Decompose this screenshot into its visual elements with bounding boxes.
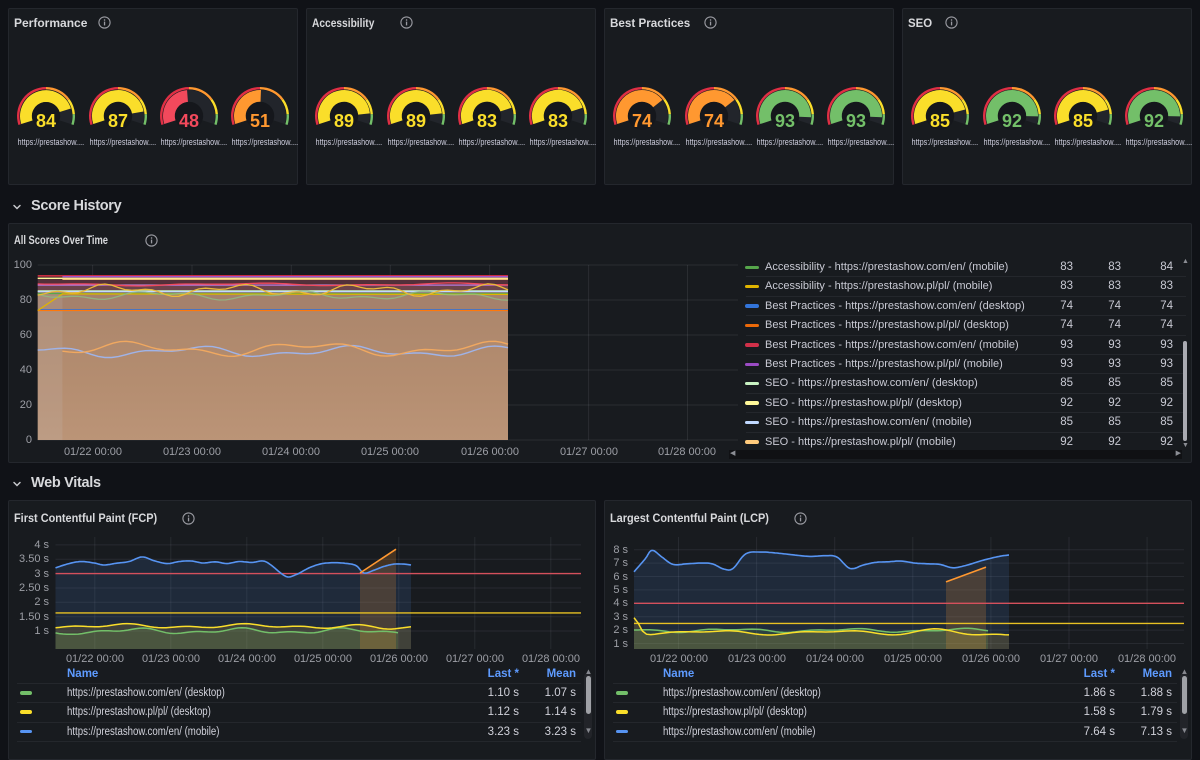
svg-text:87: 87 [107, 111, 127, 131]
svg-text:83: 83 [548, 111, 568, 131]
svg-text:83: 83 [477, 111, 497, 131]
svg-text:85: 85 [1073, 111, 1093, 131]
svg-text:84: 84 [36, 111, 56, 131]
svg-text:74: 74 [703, 111, 723, 131]
svg-text:92: 92 [1144, 111, 1164, 131]
svg-text:93: 93 [846, 111, 866, 131]
svg-text:89: 89 [334, 111, 354, 131]
svg-text:85: 85 [930, 111, 950, 131]
svg-text:92: 92 [1001, 111, 1021, 131]
svg-text:48: 48 [179, 111, 199, 131]
svg-text:93: 93 [775, 111, 795, 131]
svg-text:89: 89 [405, 111, 425, 131]
svg-text:51: 51 [250, 111, 270, 131]
svg-text:74: 74 [632, 111, 652, 131]
